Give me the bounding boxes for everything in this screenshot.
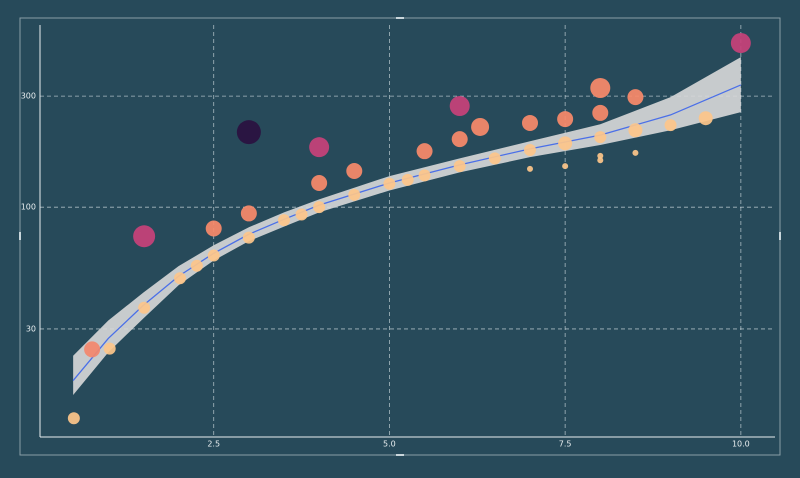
point — [558, 136, 573, 151]
point — [207, 249, 220, 262]
point — [383, 177, 396, 190]
point — [451, 131, 468, 148]
point — [453, 160, 466, 173]
point — [418, 169, 431, 182]
point — [594, 131, 607, 144]
point — [590, 77, 611, 98]
point — [471, 117, 490, 136]
point — [557, 111, 574, 128]
point — [190, 259, 203, 272]
point — [309, 137, 330, 158]
point — [592, 104, 609, 121]
y-tick-label: 30 — [26, 324, 36, 333]
x-tick-label: 2.5 — [207, 440, 220, 449]
point — [597, 152, 604, 159]
y-tick-label: 300 — [21, 92, 36, 101]
point — [67, 412, 80, 425]
point — [632, 149, 639, 156]
point — [173, 272, 186, 285]
point — [627, 89, 644, 106]
point — [524, 144, 536, 157]
point — [240, 205, 257, 222]
point — [242, 231, 255, 244]
point — [346, 163, 363, 180]
point — [698, 111, 713, 126]
point — [664, 119, 677, 132]
point — [401, 173, 414, 186]
point — [449, 95, 470, 116]
point — [205, 220, 222, 237]
x-tick-label: 5.0 — [383, 440, 396, 449]
point — [527, 165, 533, 172]
confidence-band — [73, 57, 741, 396]
point — [103, 342, 116, 355]
point — [311, 175, 328, 192]
point — [278, 214, 290, 227]
point — [313, 201, 326, 214]
point — [562, 163, 569, 170]
frame — [19, 17, 781, 456]
point — [236, 120, 261, 145]
plot-area — [40, 25, 775, 437]
point — [522, 114, 538, 131]
point — [133, 225, 156, 248]
point — [416, 143, 433, 160]
point — [597, 157, 604, 164]
axes — [39, 25, 775, 438]
point — [628, 123, 643, 138]
point — [84, 341, 101, 358]
point — [295, 208, 308, 221]
y-tick-label: 100 — [21, 203, 36, 212]
x-tick-label: 7.5 — [559, 440, 572, 449]
point — [730, 33, 751, 54]
x-tick-label: 10.0 — [732, 440, 750, 449]
point — [138, 301, 151, 314]
point — [488, 152, 501, 165]
point — [348, 188, 361, 201]
